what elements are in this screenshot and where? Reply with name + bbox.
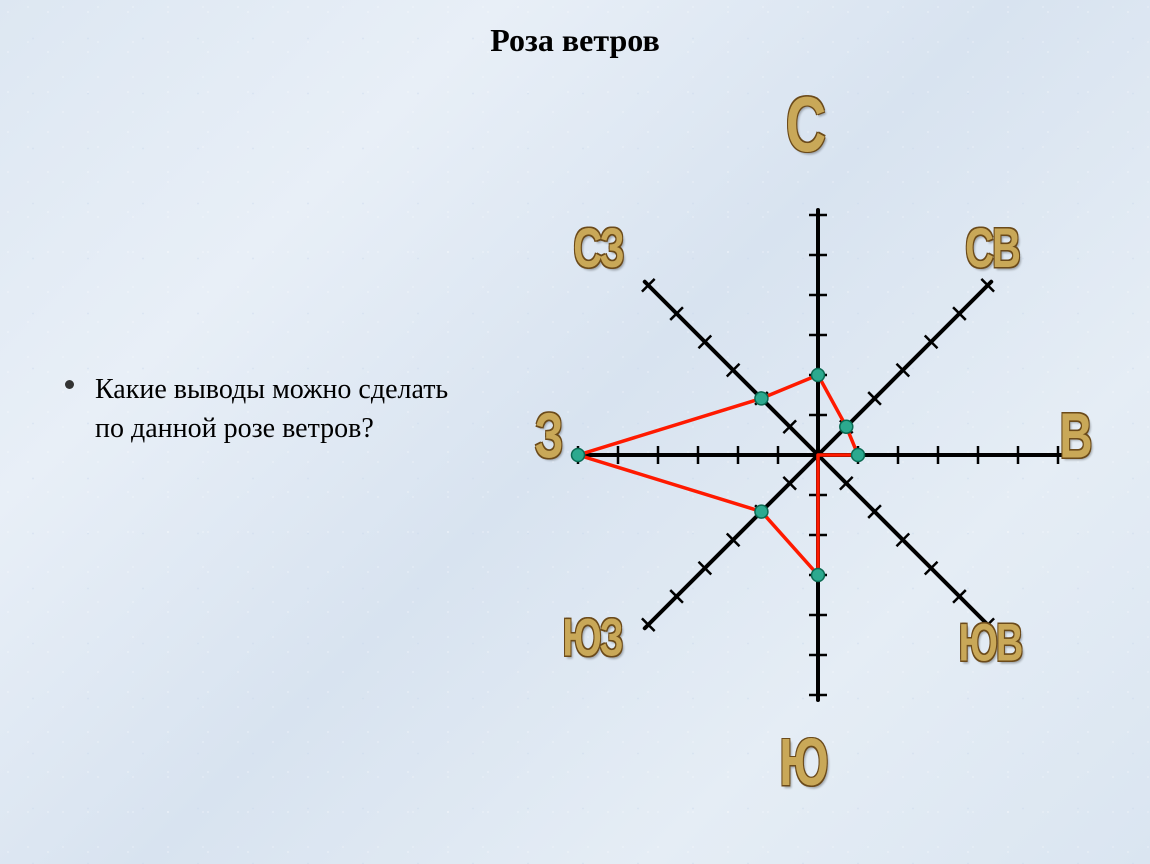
direction-label: В [1035,397,1115,473]
page-title: Роза ветров [0,22,1150,59]
bullet-icon [65,380,74,389]
direction-label: З [508,397,588,473]
direction-label: ЮЗ [552,610,632,670]
question-text: Какие выводы можно сделать по данной роз… [95,374,448,444]
question-block: Какие выводы можно сделать по данной роз… [95,370,455,448]
title-text: Роза ветров [490,22,659,58]
direction-label: ЮВ [950,615,1030,675]
direction-label: СЗ [558,218,638,281]
direction-label: Ю [763,725,843,802]
direction-label: С [765,78,845,169]
direction-label: СВ [952,218,1032,281]
